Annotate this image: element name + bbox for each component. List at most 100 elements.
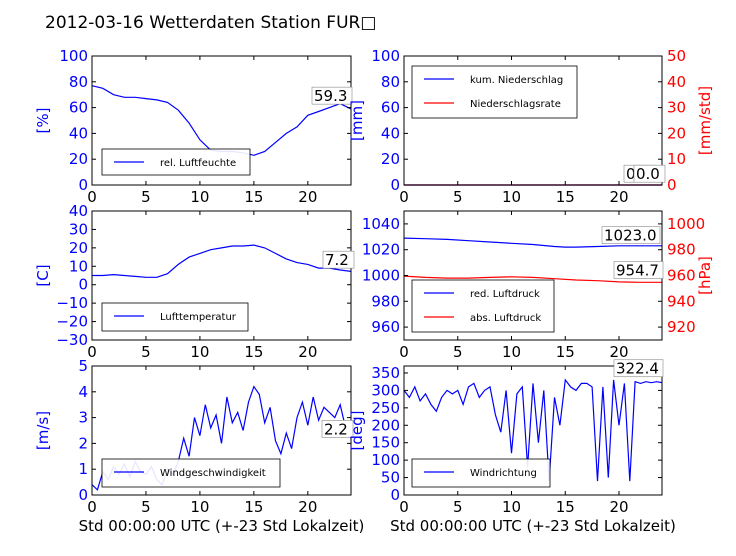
precipitation-y-tick-label: 20	[381, 150, 400, 168]
temperature-y-tick-label: 40	[69, 202, 88, 220]
precipitation-annotation2-label: 0.0	[636, 165, 660, 183]
temperature-axes-frame	[91, 210, 352, 341]
winddirection-y-axis-label: [deg]	[348, 411, 366, 451]
precipitation-y-tick-label: 60	[381, 99, 400, 117]
temperature-y-tick-label: 30	[69, 220, 88, 238]
temperature-panel: 0 5 10 15 20−30−20−10010203040[C]Lufttempera…	[34, 202, 355, 361]
winddirection-x-tick-label: 15	[556, 498, 575, 516]
windspeed-y-tick-label: 0	[78, 486, 88, 504]
humidity-axes-frame	[91, 55, 352, 186]
pressure-y2-tick-label: 960	[667, 267, 696, 285]
humidity-x-tick-label: 5	[141, 188, 151, 206]
windspeed-legend: Windgeschwindigkeit	[101, 458, 281, 488]
precipitation-x-tick-label: 20	[609, 188, 628, 206]
windspeed-annotation-label: 2.2	[324, 420, 348, 438]
precipitation-axes-frame	[403, 55, 663, 186]
humidity-legend-label: rel. Luftfeuchte	[160, 158, 236, 169]
temperature-legend-box	[101, 302, 249, 332]
humidity-y-tick-label: 100	[59, 47, 88, 65]
humidity-y-tick-label: 0	[78, 176, 88, 194]
windspeed-legend-box	[101, 458, 281, 488]
winddirection-y-tick-label: 150	[371, 434, 400, 452]
temperature-y-tick-label: −20	[56, 313, 88, 331]
pressure-annotation2-label: 954.7	[616, 262, 659, 280]
pressure-y-tick-label: 1020	[362, 241, 400, 259]
precipitation-y-tick-label: 40	[381, 124, 400, 142]
pressure-annotation-box	[601, 226, 661, 244]
temperature-x-tick-label: 10	[190, 343, 209, 361]
temperature-y-tick-label: 0	[78, 276, 88, 294]
pressure-y2-tick-label: 940	[667, 292, 696, 310]
windspeed-y-axis-label: [m/s]	[34, 411, 52, 450]
pressure-y2-axis-label: [hPa]	[696, 256, 714, 295]
winddirection-annotation-label: 322.4	[616, 360, 659, 378]
pressure-y-tick-label: 980	[371, 292, 400, 310]
precipitation-x-tick-label: 5	[453, 188, 463, 206]
temperature-series-1-line	[92, 244, 352, 278]
winddirection-x-tick-label: 5	[453, 498, 463, 516]
humidity-x-tick-label: 20	[298, 188, 317, 206]
pressure-x-tick-label: 20	[609, 343, 628, 361]
windspeed-x-tick-label: 5	[141, 498, 151, 516]
winddirection-y-tick-label: 300	[371, 381, 400, 399]
windspeed-panel: 0 5 10 15 20 0 1 2 3 4 5 [m/s] Std 00:00:00 UTC (+-2…	[34, 357, 364, 535]
precipitation-legend-label: Niederschlagsrate	[470, 99, 561, 110]
temperature-x-tick-label: 0	[87, 343, 97, 361]
humidity-annotation-label: 59.3	[314, 87, 347, 105]
winddirection-legend: Windrichtung	[411, 458, 551, 488]
windspeed-y-tick-label: 3	[78, 409, 88, 427]
pressure-series-1-line	[403, 237, 662, 248]
humidity-x-tick-label: 0	[87, 188, 97, 206]
windspeed-y-tick-label: 5	[78, 357, 88, 375]
temperature-y-tick-label: −10	[56, 294, 88, 312]
pressure-legend-label: red. Luftdruck	[470, 289, 540, 300]
precipitation-y2-tick-label: 50	[667, 47, 686, 65]
pressure-annotation-label: 1023.0	[604, 227, 657, 245]
temperature-legend-label: Lufttemperatur	[160, 312, 237, 323]
winddirection-x-tick-label: 0	[399, 498, 409, 516]
windspeed-x-axis-label: Std 00:00:00 UTC (+-23 Std Lokalzeit)	[79, 517, 365, 535]
temperature-x-tick-label: 20	[298, 343, 317, 361]
winddirection-legend-label: Windrichtung	[470, 468, 537, 479]
humidity-x-tick-label: 15	[244, 188, 263, 206]
pressure-x-tick-label: 0	[399, 343, 409, 361]
windspeed-x-tick-label: 20	[298, 498, 317, 516]
figure-title: 2012-03-16 Wetterdaten Station FUR□	[45, 13, 376, 33]
winddirection-y-tick-label: 200	[371, 416, 400, 434]
pressure-annotation2-box	[613, 261, 664, 279]
temperature-y-tick-label: 10	[69, 257, 88, 275]
winddirection-axes-frame	[403, 365, 663, 496]
windspeed-x-tick-label: 15	[244, 498, 263, 516]
winddirection-x-tick-label: 10	[502, 498, 521, 516]
humidity-legend: rel. Luftfeuchte	[101, 148, 251, 176]
windspeed-y-tick-label: 4	[78, 383, 88, 401]
temperature-annotation-box	[322, 250, 355, 269]
precipitation-x-tick-label: 10	[502, 188, 521, 206]
precipitation-legend: kum. Niederschlag Niederschlagsrate	[411, 65, 578, 119]
pressure-y2-tick-label: 920	[667, 318, 696, 336]
precipitation-x-tick-label: 0	[399, 188, 409, 206]
humidity-annotation-box	[311, 86, 353, 105]
temperature-y-axis-label: [C]	[34, 264, 52, 286]
pressure-legend: red. Luftdruck abs. Luftdruck	[411, 279, 555, 333]
pressure-legend-box	[411, 279, 555, 333]
precipitation-y2-tick-label: 40	[667, 73, 686, 91]
precipitation-y2-tick-label: 10	[667, 150, 686, 168]
winddirection-y-tick-label: 50	[381, 469, 400, 487]
humidity-y-tick-label: 20	[69, 150, 88, 168]
precipitation-y-tick-label: 0	[390, 176, 400, 194]
temperature-y-tick-label: 20	[69, 239, 88, 257]
pressure-legend-label: abs. Luftdruck	[470, 313, 541, 324]
humidity-y-tick-label: 60	[69, 99, 88, 117]
temperature-x-tick-label: 5	[141, 343, 151, 361]
winddirection-annotation-box	[613, 359, 664, 378]
pressure-x-tick-label: 15	[556, 343, 575, 361]
precipitation-y2-tick-label: 20	[667, 124, 686, 142]
humidity-panel: 0 5 10 15 20 0 20 40 60 80 100 [%] rel. Luftfeuchte 5…	[34, 47, 353, 206]
windspeed-legend-label: Windgeschwindigkeit	[160, 468, 266, 479]
precipitation-y2-tick-label: 0	[667, 176, 677, 194]
precipitation-panel: 0 5 10 15 20 0 20 40 60 80 100 0 10 20 30 40 50 [mm] [mm/s…	[348, 47, 714, 206]
pressure-y2-tick-label: 1000	[667, 215, 705, 233]
temperature-y-tick-label: −30	[56, 331, 88, 349]
